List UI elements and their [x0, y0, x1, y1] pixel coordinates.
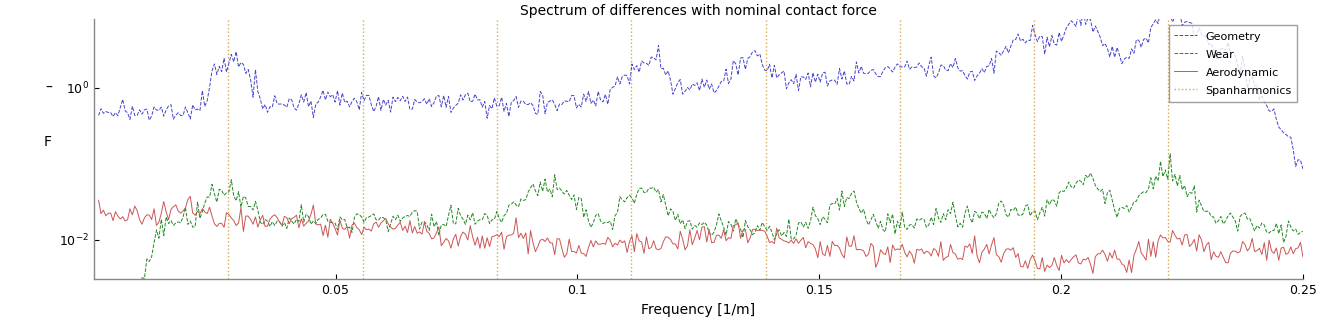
X-axis label: Frequency [1/m]: Frequency [1/m] [641, 303, 756, 317]
Aerodynamic [1085, 272, 1100, 275]
Geometry [1078, 22, 1094, 26]
Aerodynamic [1271, 258, 1287, 262]
Geometry [663, 79, 679, 82]
Aerodynamic [1295, 255, 1310, 259]
Line: Wear: Wear [99, 154, 1303, 321]
Wear [1162, 152, 1178, 156]
Wear [1295, 230, 1310, 233]
Wear [1081, 176, 1096, 180]
Legend: Geometry, Wear, Aerodynamic, Spanharmonics: Geometry, Wear, Aerodynamic, Spanharmoni… [1169, 25, 1297, 102]
Wear [745, 233, 761, 237]
Geometry [1160, 2, 1176, 6]
Geometry [1268, 117, 1284, 121]
Geometry [670, 81, 686, 85]
Aerodynamic [745, 228, 761, 231]
Line: Aerodynamic: Aerodynamic [99, 196, 1303, 273]
Aerodynamic [1081, 256, 1096, 259]
Aerodynamic [182, 195, 198, 198]
Title: Spectrum of differences with nominal contact force: Spectrum of differences with nominal con… [520, 4, 877, 18]
Geometry [91, 114, 107, 117]
Aerodynamic [91, 198, 107, 202]
Geometry [807, 80, 823, 84]
Wear [664, 210, 680, 213]
Geometry [742, 55, 758, 58]
Wear [1271, 232, 1287, 236]
Wear [672, 222, 688, 226]
Aerodynamic [810, 256, 826, 260]
Text: –: – [45, 81, 52, 95]
Geometry [1295, 167, 1310, 171]
Line: Geometry: Geometry [99, 4, 1303, 169]
Y-axis label: F: F [44, 135, 52, 149]
Wear [810, 217, 826, 221]
Aerodynamic [664, 242, 680, 246]
Aerodynamic [672, 230, 688, 233]
